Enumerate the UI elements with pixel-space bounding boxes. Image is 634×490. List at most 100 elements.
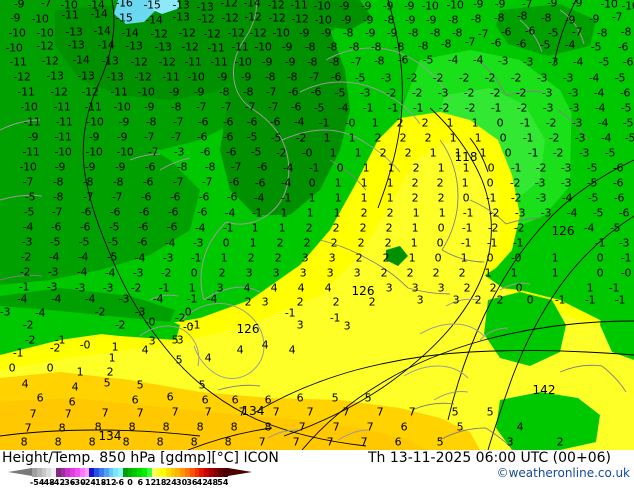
- temp-value-label: -10: [60, 0, 78, 12]
- temp-value-label: -5: [78, 235, 90, 249]
- temp-band-cyan: [114, 0, 156, 24]
- temp-value-label: -4: [447, 53, 459, 67]
- temp-value-label: -4: [16, 292, 28, 306]
- temp-value-label: -10: [600, 0, 618, 11]
- temp-value-label: -3: [134, 305, 146, 319]
- temp-value-label: 7: [238, 405, 246, 419]
- temp-value-label: -1: [461, 221, 473, 235]
- temp-value-label: 2: [359, 221, 367, 235]
- temp-value-label: 6: [296, 391, 304, 405]
- temp-value-label: 2: [305, 221, 313, 235]
- scale-tick-label: -54: [29, 478, 45, 487]
- temp-value-label: 2: [424, 131, 432, 145]
- temp-value-label: -14: [145, 13, 163, 27]
- temp-value-label: -8: [370, 40, 382, 54]
- scale-tick-label: -42: [50, 478, 66, 487]
- temp-value-label: -5: [334, 86, 346, 100]
- temp-value-label: -6: [226, 190, 238, 204]
- temp-value-label: -4: [194, 221, 206, 235]
- temp-value-label: -13: [196, 0, 214, 14]
- weather-map-canvas[interactable]: -9 -7 -10 -14 -16 -15 -13 -13 -12 -14 -12 -11 -10 -9-…: [0, 0, 634, 450]
- temp-value-label: -3: [567, 86, 579, 100]
- temp-value-label: -5: [106, 250, 118, 264]
- temp-value-label: 1: [411, 221, 419, 235]
- temp-value-label: -10: [234, 55, 252, 69]
- temp-value-label: 5: [486, 405, 494, 419]
- temp-value-label: -5: [23, 205, 35, 219]
- temp-value-label: 0: [596, 266, 604, 280]
- scale-tick-label: 6: [137, 478, 144, 487]
- temp-value-label: -2: [49, 341, 61, 355]
- temp-value-label: 7: [258, 435, 266, 449]
- temp-value-label: -7: [40, 0, 52, 10]
- temp-value-label: -3: [568, 101, 580, 115]
- scale-tick-label: -30: [71, 478, 86, 487]
- temp-value-label: -4: [224, 206, 236, 220]
- temp-value-label: -10: [54, 145, 72, 159]
- temp-value-label: -7: [172, 115, 184, 129]
- height-value-label: 126: [351, 284, 375, 298]
- temp-value-label: -10: [187, 70, 205, 84]
- temp-value-label: 0: [222, 236, 230, 250]
- temp-value-label: 1: [278, 221, 286, 235]
- temp-value-label: 1: [387, 161, 395, 175]
- temp-value-label: -2: [24, 333, 36, 347]
- temp-value-label: 2: [404, 146, 412, 160]
- temp-value-label: -3: [522, 55, 534, 69]
- temp-value-label: -9: [546, 0, 558, 10]
- temp-value-label: -12: [81, 85, 99, 99]
- temp-value-label: -5: [246, 130, 258, 144]
- temp-value-label: -1: [519, 116, 531, 130]
- temp-value-label: 4: [270, 281, 278, 295]
- temp-value-label: 0: [190, 266, 198, 280]
- temp-value-label: -6: [310, 85, 322, 99]
- temp-value-label: 1: [429, 146, 437, 160]
- scale-swatch: [41, 468, 47, 477]
- scale-swatch: [65, 468, 71, 477]
- temp-value-label: -3: [437, 86, 449, 100]
- temp-band-dark-patch-3: [386, 246, 408, 266]
- temp-value-label: -10: [19, 160, 37, 174]
- temp-band-orange-2: [0, 398, 425, 450]
- temp-value-label: -2: [22, 318, 34, 332]
- temp-value-label: -9: [320, 26, 332, 40]
- temp-value-label: 6: [264, 393, 272, 407]
- temp-value-label: -6: [612, 161, 624, 175]
- temp-value-label: -11: [210, 55, 228, 69]
- temp-value-label: -5: [604, 146, 616, 160]
- temp-value-label: 1: [333, 206, 341, 220]
- temp-value-label: -3: [132, 266, 144, 280]
- temp-value-label: -2: [20, 250, 32, 264]
- temp-value-label: 5: [103, 376, 111, 390]
- temp-value-label: -2: [484, 71, 496, 85]
- temp-value-label: 4: [204, 351, 212, 365]
- temp-value-label: 7: [306, 405, 314, 419]
- scale-tick-label: 54: [217, 478, 229, 487]
- scale-swatch: [122, 468, 128, 477]
- temp-value-label: 5: [198, 378, 206, 392]
- temp-value-label: 7: [272, 405, 280, 419]
- temp-value-label: -0: [510, 251, 522, 265]
- temp-value-label: -13: [125, 39, 143, 53]
- temp-value-label: 1: [354, 146, 362, 160]
- temp-value-label: 0: [46, 361, 54, 375]
- temp-value-label: 7: [64, 407, 72, 421]
- temp-value-label: 2: [379, 146, 387, 160]
- temp-value-label: -0: [79, 338, 91, 352]
- scale-swatch: [118, 468, 123, 477]
- height-value-label: 142: [532, 383, 556, 397]
- temp-value-label: -9: [382, 0, 394, 13]
- temp-value-label: -11: [54, 130, 72, 144]
- color-scale-legend[interactable]: -54 -48 -42 -36 -30 -24 -18 -12 -6 0 6 12 18 24 30 36 42…: [4, 468, 254, 490]
- temp-value-label: -0: [301, 146, 313, 160]
- temp-value-label: -8: [470, 12, 482, 26]
- temp-value-label: -11: [22, 145, 40, 159]
- temp-value-label: -6: [254, 176, 266, 190]
- temp-value-label: 1: [510, 266, 518, 280]
- temp-value-label: -4: [34, 306, 46, 320]
- temp-value-label: 1: [111, 340, 119, 354]
- temp-value-label: -4: [597, 116, 609, 130]
- temp-value-label: 0: [434, 251, 442, 265]
- temp-value-label: -6: [617, 40, 629, 54]
- temp-value-label: -10: [5, 41, 23, 55]
